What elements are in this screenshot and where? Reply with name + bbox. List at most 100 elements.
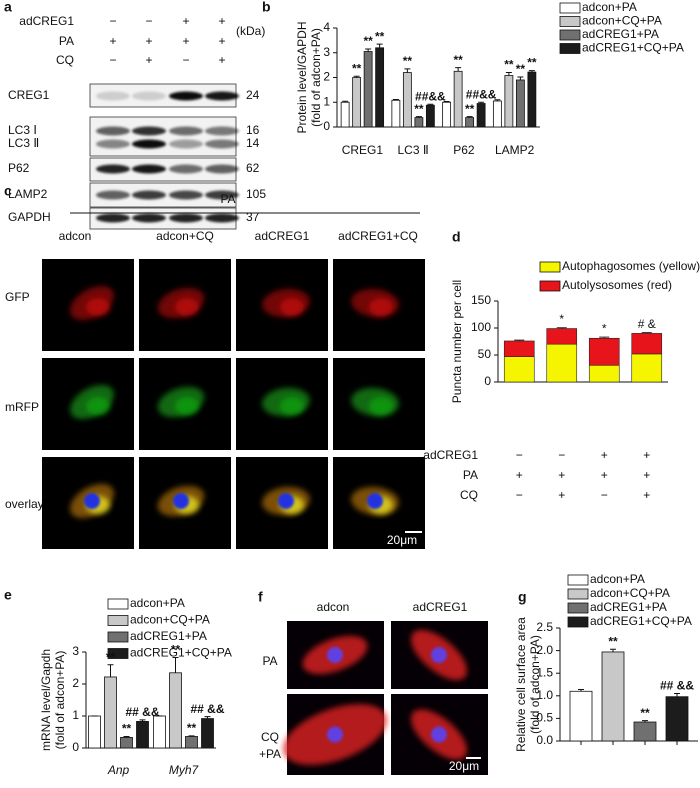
bar	[375, 47, 385, 128]
y-axis-label: Relative cell surface area	[514, 617, 528, 752]
nucleus	[327, 726, 343, 743]
significance-label: **	[527, 56, 537, 70]
condition-sign: +	[516, 468, 523, 482]
panel-label: a	[4, 0, 12, 15]
legend-label: adcon+PA	[130, 596, 185, 610]
error-bar	[642, 720, 648, 723]
significance-label: **	[465, 102, 475, 116]
bar	[185, 736, 198, 749]
y-tick-label: 0	[72, 740, 79, 754]
legend-swatch	[559, 2, 581, 14]
column-label: adCREG1	[413, 600, 468, 614]
column-label: adCREG1	[255, 229, 310, 243]
condition-sign: +	[145, 34, 152, 48]
bar-segment	[503, 356, 535, 383]
bar	[453, 70, 463, 128]
condition-label: PA	[463, 468, 478, 482]
bar	[88, 715, 101, 749]
micrographs: adcon adCREG1 PA CQ +PA 20μm	[259, 600, 488, 775]
condition-label: CQ	[56, 53, 74, 67]
significance-label: **	[122, 722, 132, 736]
band	[205, 139, 239, 149]
condition-sign: +	[643, 468, 650, 482]
y-tick-label: 3	[323, 45, 330, 59]
row-label: mRFP	[5, 400, 39, 414]
bar-segment	[588, 337, 620, 366]
significance-label: ## &&	[190, 702, 224, 716]
row-label: +PA	[259, 747, 281, 761]
band-kda: 37	[246, 210, 260, 224]
band-label: P62	[8, 161, 30, 175]
y-tick-label: 2	[323, 70, 330, 84]
error-bar	[139, 719, 146, 722]
panel-label: f	[258, 589, 263, 605]
error-bar	[342, 100, 349, 103]
legend-label: Autophagosomes (yellow)	[562, 259, 700, 273]
legend-swatch	[539, 280, 561, 292]
error-bar	[123, 735, 130, 738]
row-label: PA	[262, 654, 277, 668]
significance-label: **	[375, 29, 385, 43]
y-tick-label: 0.5	[536, 711, 553, 725]
x-tick-label: CREG1	[342, 143, 384, 157]
condition-sign: −	[601, 488, 608, 502]
y-tick-label: 1	[72, 708, 79, 722]
condition-sign: −	[182, 53, 189, 67]
bar	[136, 721, 149, 749]
band	[132, 190, 166, 200]
y-axis-label: Protein level/GAPDH	[295, 21, 309, 133]
error-bar	[528, 70, 535, 73]
significance-label: **	[363, 34, 373, 48]
significance-label: *	[602, 321, 607, 335]
bar-segment	[546, 343, 578, 383]
condition-sign: +	[643, 488, 650, 502]
error-bar	[514, 339, 525, 341]
y-tick-label: 0	[323, 119, 330, 133]
nucleus	[84, 493, 100, 509]
bar	[104, 676, 117, 749]
bar	[442, 101, 452, 128]
band-label: LC3 Ⅰ	[8, 123, 37, 137]
legend-label: adcon+PA	[582, 0, 637, 14]
error-bar	[392, 99, 399, 101]
band	[169, 164, 203, 174]
y-tick-label: 2.5	[536, 620, 553, 634]
error-bar	[427, 103, 434, 106]
band	[96, 91, 130, 101]
band	[205, 190, 239, 200]
error-bar	[455, 67, 462, 72]
legend-swatch	[559, 16, 581, 27]
scale-label: 20μm	[449, 759, 479, 773]
nucleus	[431, 726, 447, 743]
legend-swatch	[567, 616, 589, 628]
panel-label: b	[262, 0, 271, 15]
legend-swatch	[567, 574, 589, 586]
band	[132, 139, 166, 149]
error-bar	[404, 68, 411, 73]
y-tick-label: 4	[323, 20, 330, 34]
legend-swatch	[559, 43, 581, 54]
significance-label: **	[504, 58, 514, 72]
condition-sign: +	[218, 53, 225, 67]
significance-label: **	[640, 706, 650, 720]
y-tick-label: 50	[478, 347, 492, 361]
bar	[504, 75, 514, 128]
legend-swatch	[567, 602, 589, 614]
condition-sign: +	[182, 14, 189, 28]
legend-label: adCREG1+CQ+PA	[130, 646, 232, 660]
y-axis-label: (fold of adcon+PA)	[309, 28, 323, 127]
legend-swatch	[567, 588, 589, 600]
legend-swatch	[107, 648, 129, 659]
legend-label: adcon+PA	[590, 572, 645, 586]
significance-label: ## &&	[660, 679, 694, 693]
bar	[201, 718, 214, 749]
bar	[569, 690, 593, 742]
error-bar	[376, 43, 383, 48]
legend-label: adcon+CQ+PA	[582, 14, 662, 28]
band-label: GAPDH	[8, 210, 51, 224]
band	[169, 91, 203, 101]
band	[132, 126, 166, 136]
bar	[120, 737, 133, 749]
bar	[476, 103, 486, 128]
